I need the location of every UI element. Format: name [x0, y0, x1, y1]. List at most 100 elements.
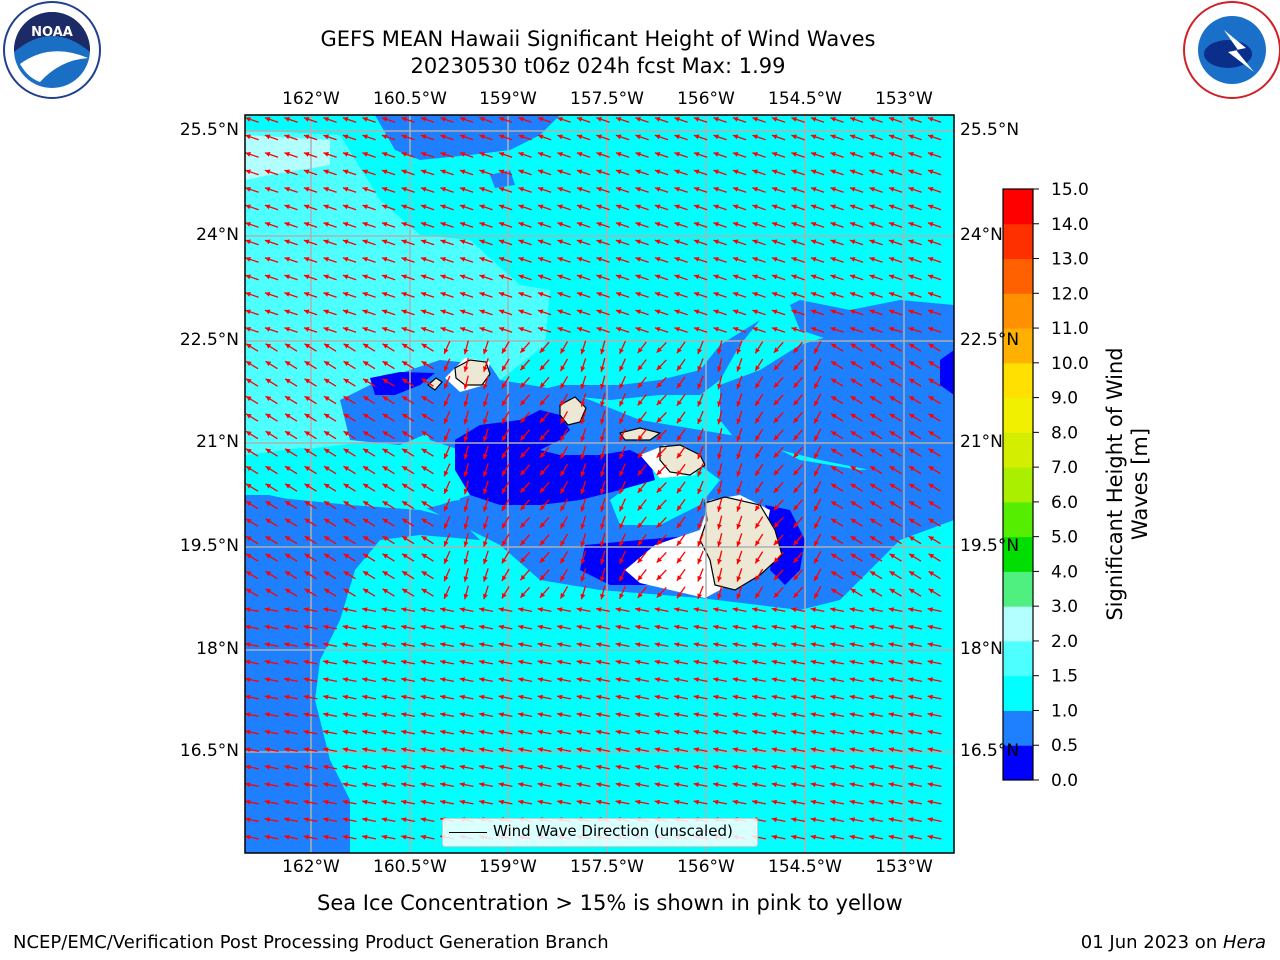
wave-direction-arrow	[501, 446, 510, 459]
wave-direction-arrow	[619, 498, 626, 512]
wave-direction-arrow	[463, 340, 469, 355]
wave-direction-arrow	[343, 413, 356, 422]
wave-direction-arrow	[615, 292, 630, 298]
wave-direction-arrow	[849, 169, 864, 176]
wave-direction-arrow	[483, 428, 489, 442]
wave-direction-arrow	[888, 204, 903, 211]
wave-direction-arrow	[463, 393, 469, 407]
wave-direction-arrow	[539, 499, 550, 511]
wave-direction-arrow	[717, 533, 723, 547]
wave-direction-arrow	[712, 607, 728, 613]
wave-direction-arrow	[849, 152, 864, 158]
lon-tick-label: 154.5°W	[768, 857, 842, 877]
wave-direction-arrow	[615, 607, 630, 613]
wave-direction-arrow	[420, 607, 435, 613]
wave-direction-arrow	[323, 222, 337, 228]
colorbar-tick-label: 13.0	[1051, 250, 1089, 270]
wave-direction-arrow	[323, 187, 337, 193]
wave-direction-arrow	[284, 117, 298, 123]
wave-direction-arrow	[889, 553, 902, 562]
wave-direction-arrow	[889, 570, 902, 580]
wave-direction-arrow	[773, 359, 784, 371]
wave-direction-arrow	[342, 694, 357, 700]
wave-direction-arrow	[382, 378, 395, 387]
wave-direction-arrow	[343, 378, 356, 387]
wave-direction-arrow	[656, 499, 667, 511]
wave-direction-arrow	[439, 677, 455, 683]
wave-direction-arrow	[498, 694, 513, 700]
lat-tick-label: 16.5°N	[179, 741, 239, 761]
wave-direction-arrow	[928, 343, 941, 352]
wave-direction-arrow	[868, 659, 884, 665]
wave-direction-arrow	[362, 134, 376, 141]
wave-direction-arrow	[361, 834, 377, 840]
wave-direction-arrow	[501, 393, 510, 407]
wave-direction-arrow	[420, 642, 435, 648]
wave-direction-arrow	[674, 117, 688, 123]
wave-direction-arrow	[888, 677, 903, 683]
wave-direction-arrow	[400, 607, 416, 613]
wave-direction-arrow	[654, 134, 669, 141]
wave-direction-arrow	[362, 360, 376, 370]
wave-direction-arrow	[559, 376, 569, 389]
wave-direction-arrow	[849, 187, 864, 193]
wave-direction-arrow	[754, 586, 764, 599]
wave-direction-arrow	[303, 694, 318, 700]
wave-direction-arrow	[888, 222, 903, 228]
wave-direction-arrow	[519, 481, 531, 494]
wave-direction-arrow	[343, 448, 356, 457]
wave-direction-arrow	[501, 586, 510, 599]
wave-direction-arrow	[576, 607, 591, 613]
wave-direction-arrow	[771, 309, 786, 316]
wave-direction-arrow	[619, 428, 626, 442]
wave-direction-arrow	[483, 533, 489, 547]
wave-direction-arrow	[322, 677, 338, 683]
wave-direction-arrow	[850, 360, 863, 370]
wave-direction-arrow	[483, 463, 489, 477]
wave-direction-arrow	[693, 729, 708, 735]
wave-direction-arrow	[580, 410, 587, 425]
wave-direction-arrow	[674, 169, 688, 176]
wave-direction-arrow	[732, 677, 747, 683]
wave-direction-arrow	[693, 764, 708, 770]
wave-direction-arrow	[849, 274, 864, 281]
wave-direction-arrow	[537, 694, 552, 700]
wave-direction-arrow	[615, 729, 630, 735]
wave-direction-arrow	[810, 677, 825, 683]
wave-direction-arrow	[717, 585, 723, 600]
wave-direction-arrow	[343, 500, 356, 510]
wave-direction-arrow	[771, 782, 786, 788]
noaa-logo: NOAA	[3, 1, 101, 99]
wave-direction-arrow	[283, 624, 299, 630]
wave-direction-arrow	[697, 410, 704, 425]
wave-direction-arrow	[283, 834, 299, 840]
wave-direction-arrow	[557, 117, 571, 123]
wave-direction-arrow	[576, 204, 591, 211]
wave-direction-arrow	[771, 204, 786, 211]
wave-direction-arrow	[576, 747, 591, 753]
wave-direction-arrow	[537, 642, 552, 648]
wave-direction-arrow	[868, 817, 884, 823]
wave-direction-arrow	[264, 677, 279, 683]
wave-direction-arrow	[849, 257, 864, 263]
footer-date-text: 01 Jun 2023 on	[1080, 932, 1223, 953]
wave-direction-arrow	[362, 448, 376, 457]
lon-tick-label: 159°W	[479, 89, 537, 109]
wave-direction-arrow	[443, 480, 451, 495]
wave-direction-arrow	[773, 446, 784, 459]
wave-direction-arrow	[439, 764, 455, 770]
wave-direction-arrow	[483, 340, 489, 355]
wave-direction-arrow	[537, 222, 552, 228]
wave-direction-arrow	[439, 694, 455, 700]
wave-direction-arrow	[751, 642, 767, 648]
wave-direction-arrow	[810, 169, 825, 176]
wave-direction-arrow	[793, 411, 803, 424]
wave-direction-arrow	[619, 550, 626, 565]
wave-direction-arrow	[245, 378, 259, 387]
wave-direction-arrow	[732, 152, 747, 158]
wave-direction-arrow	[713, 187, 727, 193]
wave-direction-arrow	[849, 694, 864, 700]
wave-direction-arrow	[381, 152, 396, 158]
wave-direction-arrow	[869, 222, 883, 228]
wave-direction-arrow	[479, 309, 493, 316]
